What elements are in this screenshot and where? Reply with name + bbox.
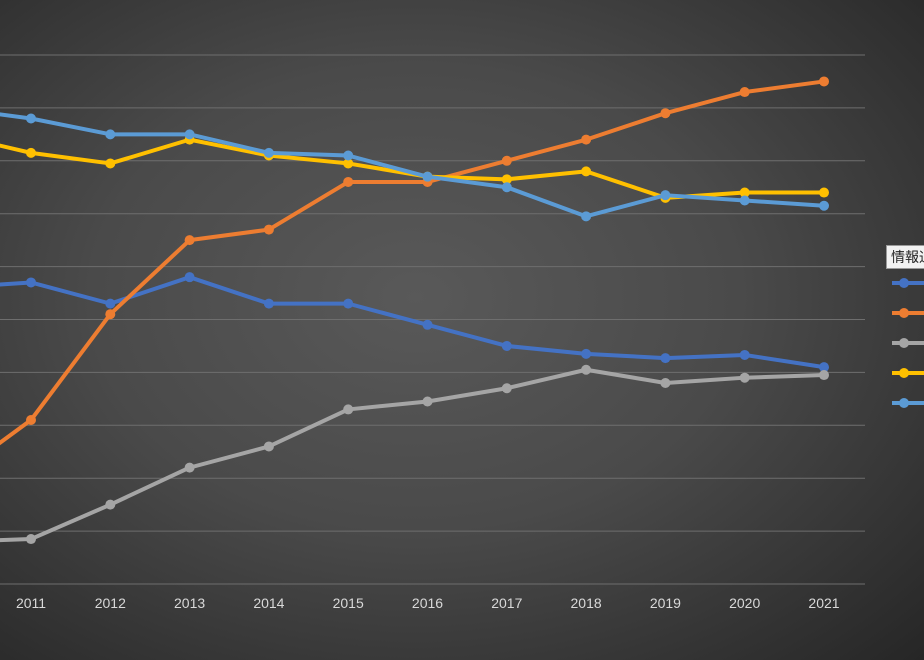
legend-marker: [899, 368, 909, 378]
data-point: [501, 174, 512, 185]
data-point: [263, 298, 274, 309]
series-line: [0, 367, 825, 543]
data-point: [819, 370, 829, 381]
data-point: [501, 155, 512, 166]
data-point: [105, 129, 116, 140]
x-tick-label: 2021: [808, 595, 839, 611]
data-point: [422, 319, 433, 330]
x-tick-label: 2018: [571, 595, 602, 611]
data-point: [184, 462, 195, 473]
series-line: [0, 79, 825, 446]
data-point: [26, 415, 36, 426]
x-tick-label: 2017: [491, 595, 522, 611]
data-point: [343, 158, 354, 169]
data-point: [739, 349, 750, 360]
data-point: [581, 348, 592, 359]
x-tick-label: 2013: [174, 595, 205, 611]
series-line: [0, 112, 825, 219]
series-lines: [0, 76, 829, 545]
data-point: [581, 364, 592, 375]
data-point: [26, 147, 36, 158]
data-point: [343, 150, 354, 161]
legend-marker: [899, 308, 909, 318]
data-point: [819, 187, 829, 198]
data-point: [184, 235, 195, 246]
data-point: [26, 113, 36, 124]
legend-title: 情報通: [886, 245, 924, 269]
series-1: [0, 272, 829, 373]
data-point: [739, 87, 750, 98]
data-point: [660, 377, 671, 388]
legend-marker: [899, 278, 909, 288]
data-point: [739, 372, 750, 383]
data-point: [819, 362, 829, 373]
x-tick-label: 2011: [16, 595, 46, 611]
legend-marker: [899, 398, 909, 408]
data-point: [263, 224, 274, 235]
x-axis-tick-labels: 2011 2012 2013 2014 2015 2016 2017 2018 2019 2020…: [16, 595, 840, 611]
data-point: [501, 383, 512, 394]
x-tick-label: 2015: [333, 595, 364, 611]
data-point: [184, 272, 195, 283]
legend: [892, 278, 924, 408]
series-line: [0, 275, 825, 370]
gridlines: [0, 54, 865, 585]
x-tick-label: 2012: [95, 595, 126, 611]
data-point: [819, 200, 829, 211]
data-point: [263, 441, 274, 452]
data-point: [105, 309, 116, 320]
data-point: [739, 187, 750, 198]
data-point: [26, 534, 36, 545]
x-tick-label: 2016: [412, 595, 443, 611]
x-tick-label: 2014: [253, 595, 284, 611]
data-point: [581, 166, 592, 177]
data-point: [660, 108, 671, 119]
data-point: [343, 176, 354, 187]
data-point: [343, 298, 354, 309]
data-point: [660, 190, 671, 201]
series-line: [0, 137, 824, 200]
series-4: [0, 134, 829, 203]
data-point: [184, 129, 195, 140]
data-point: [263, 147, 274, 158]
data-point: [501, 340, 512, 351]
series-5: [0, 112, 829, 222]
data-point: [343, 404, 354, 415]
data-point: [105, 158, 116, 169]
data-point: [581, 211, 592, 222]
x-tick-label: 2020: [729, 595, 760, 611]
data-point: [501, 182, 512, 193]
data-point: [105, 298, 116, 309]
series-2: [0, 76, 829, 446]
x-tick-label: 2019: [650, 595, 681, 611]
data-point: [819, 76, 829, 87]
legend-marker: [899, 338, 909, 348]
series-3: [0, 364, 829, 545]
data-point: [581, 134, 592, 145]
data-point: [26, 277, 36, 288]
data-point: [105, 499, 116, 510]
data-point: [660, 353, 671, 364]
data-point: [739, 195, 750, 206]
data-point: [422, 396, 433, 407]
data-point: [422, 171, 433, 182]
